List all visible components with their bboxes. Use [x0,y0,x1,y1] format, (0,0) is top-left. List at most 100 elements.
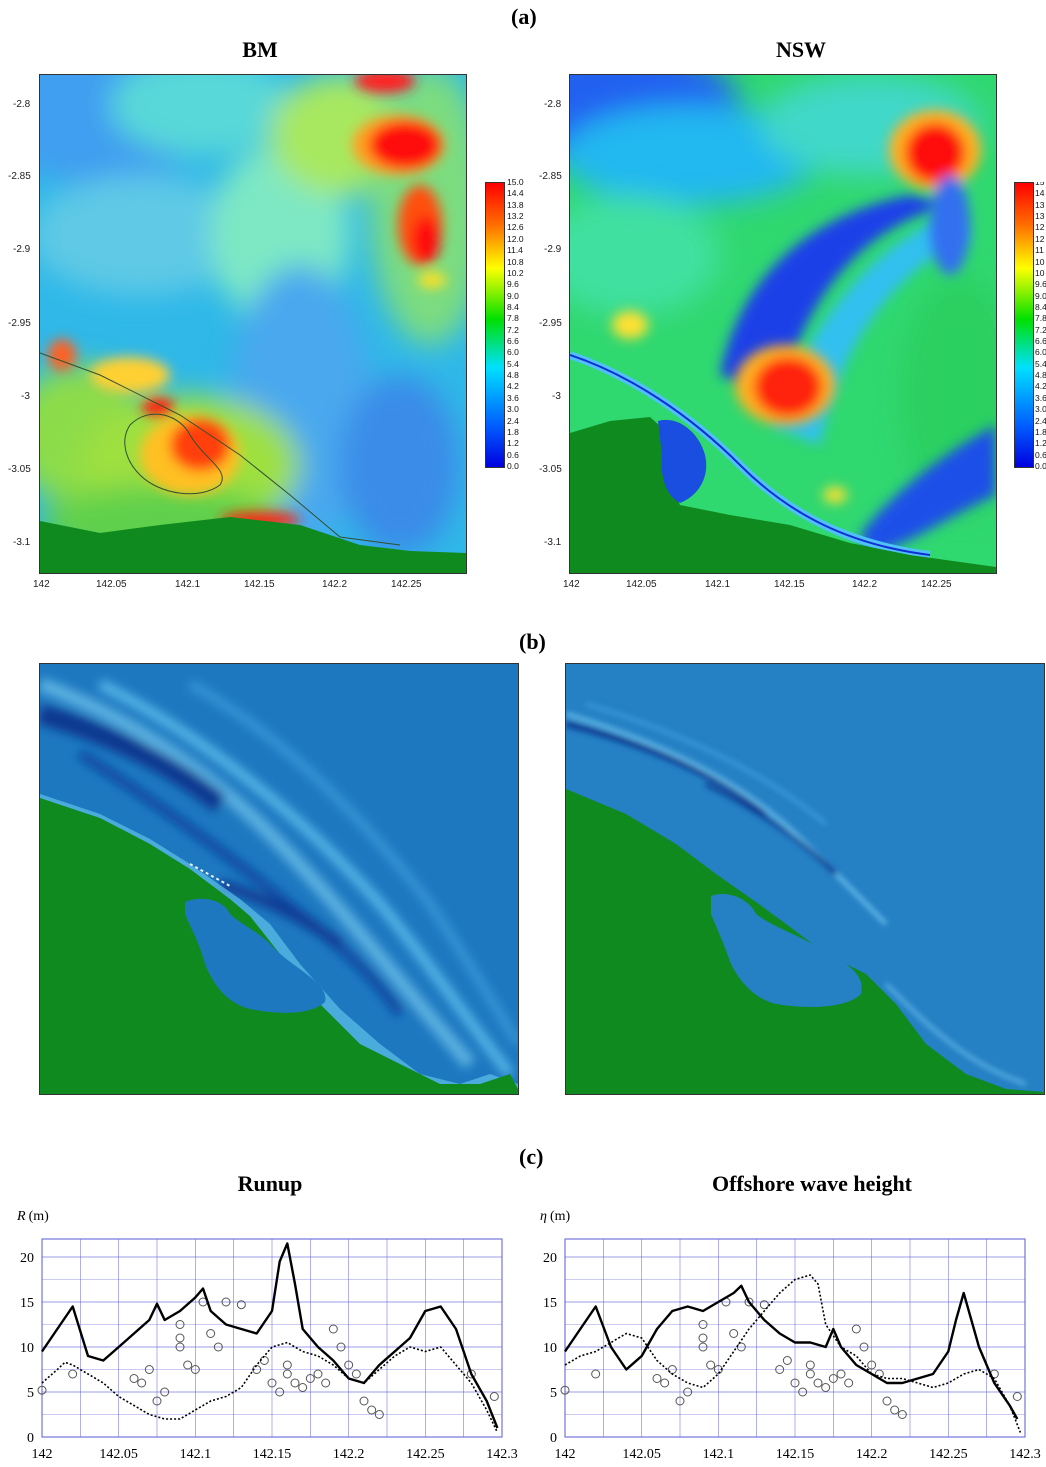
bm-snapshot-field [40,664,518,1094]
bm-x-tick: 142.15 [244,579,275,590]
runup-observed-point [351,1369,361,1379]
runup-observed-point [175,1333,185,1343]
offshore-x-tick: 142.3 [1009,1447,1041,1462]
nsw-colorbar-label: 12 [1035,222,1045,233]
nsw-colorbar-label: 15 [1035,182,1045,187]
bm-x-tick: 142.1 [175,579,201,590]
nsw-snapshot-map [565,663,1045,1095]
runup-observed-point [282,1360,292,1370]
runup-y-axis-label: R (m) [16,1209,49,1224]
runup-observed-point [344,1360,354,1370]
nsw-colorbar-label: 3.0 [1035,404,1046,415]
panel-b-label: (b) [519,629,546,654]
bm-colorbar-labels: 15.0 14.4 13.8 13.2 12.6 12.0 11.4 10.8 10.2 9.6 9… [507,178,547,472]
bm-max-height-map [39,74,467,574]
offshore-y-tick: 10 [543,1341,557,1356]
runup-x-tick: 142 [32,1447,53,1462]
runup-observed-point [213,1342,223,1352]
nsw-colorbar-labels: 15 14 13 13 12 12 11 10 10 9.6 9.0 8.4 7.8 7.2 6.6 6.0 5… [1035,182,1046,472]
nsw-colorbar-label: 4.2 [1035,381,1046,392]
nsw-colorbar-label: 9.0 [1035,290,1046,301]
bm-x-tick: 142.05 [96,579,127,590]
bm-colorbar-label: 9.6 [507,279,519,290]
nsw-colorbar-label: 10 [1035,256,1045,267]
runup-observed-point [190,1365,200,1374]
offshore-observed-point [759,1300,769,1310]
offshore-observed-point [890,1405,900,1415]
nsw-colorbar-label: 1.2 [1035,438,1046,449]
bm-colorbar-label: 10.2 [507,267,524,278]
nsw-x-tick: 142.15 [774,579,805,590]
runup-y-tick: 10 [20,1341,34,1356]
runup-observed-point [305,1374,315,1383]
nsw-x-tick: 142.25 [921,579,952,590]
offshore-observed-point [591,1369,601,1379]
offshore-observed-point [844,1378,854,1388]
bm-colorbar-label: 8.4 [507,301,519,312]
offshore-x-tick: 142.1 [703,1447,735,1462]
runup-y-tick: 15 [20,1296,34,1311]
runup-x-tick: 142.05 [99,1447,138,1462]
offshore-y-tick: 0 [550,1431,557,1446]
runup-dotted-series [41,1341,499,1433]
nsw-y-tick: -3 [552,391,561,402]
offshore-observed-point [805,1369,815,1379]
offshore-y-tick: 15 [543,1296,557,1311]
offshore-observed-point [798,1387,808,1397]
runup-x-tick: 142.3 [486,1447,518,1462]
runup-observed-point [298,1383,308,1392]
offshore-y-axis-label: η (m) [540,1209,571,1224]
runup-observed-point [359,1396,369,1406]
nsw-colorbar-label: 4.8 [1035,370,1046,381]
bm-colorbar-label: 0.0 [507,461,519,471]
nsw-colorbar-label: 7.2 [1035,324,1046,335]
bm-colorbar-label: 13.8 [507,199,524,210]
bm-colorbar-label: 3.0 [507,404,519,415]
offshore-observed-point [821,1383,831,1392]
runup-chart-title: Runup [237,1171,303,1196]
runup-x-tick: 142.2 [333,1447,365,1462]
offshore-x-tick: 142.25 [929,1447,968,1462]
offshore-observed-point [805,1360,815,1370]
offshore-observed-point [851,1324,861,1334]
runup-observed-point [275,1387,285,1397]
offshore-observed-point [744,1297,754,1307]
nsw-x-tick: 142.1 [705,579,731,590]
offshore-solid-series [564,1284,1019,1420]
bm-colorbar-label: 12.0 [507,233,524,244]
nsw-y-tick: -2.8 [544,99,562,110]
offshore-observed-point [790,1378,800,1388]
bm-colorbar-label: 1.8 [507,426,519,437]
bm-colorbar-label: 7.2 [507,324,519,335]
runup-observed-point [68,1369,78,1379]
runup-observed-point [160,1387,170,1397]
bm-colorbar-label: 12.6 [507,222,524,233]
bm-colorbar-label: 5.4 [507,358,519,369]
panel-a-label: (a) [511,4,537,29]
bm-y-tick: -2.8 [13,99,31,110]
offshore-observed-point [698,1342,708,1352]
bm-y-tick: -2.85 [8,171,31,182]
runup-observed-point [236,1300,246,1310]
runup-observed-point [175,1342,185,1352]
bm-y-tick: -3 [21,391,30,402]
offshore-y-tick: 20 [543,1251,557,1266]
nsw-colorbar-label: 14 [1035,188,1045,199]
bm-colorbar-label: 1.2 [507,438,519,449]
runup-x-tick: 142.15 [253,1447,292,1462]
runup-observed-point [152,1396,162,1406]
bm-colorbar-label: 10.8 [507,256,524,267]
offshore-observed-point [729,1329,739,1338]
runup-observed-point [206,1329,216,1338]
bm-colorbar-label: 0.6 [507,449,519,460]
offshore-observed-point [897,1410,907,1419]
bm-colorbar-label: 4.8 [507,370,519,381]
bm-y-tick: -3.05 [8,464,31,475]
bm-colorbar-label: 13.2 [507,211,524,222]
runup-y-tick: 20 [20,1251,34,1266]
nsw-colorbar [1014,182,1034,468]
runup-x-tick: 142.1 [180,1447,212,1462]
offshore-observed-point [560,1385,570,1395]
nsw-colorbar-label: 6.6 [1035,336,1046,347]
bm-colorbar [485,182,505,468]
